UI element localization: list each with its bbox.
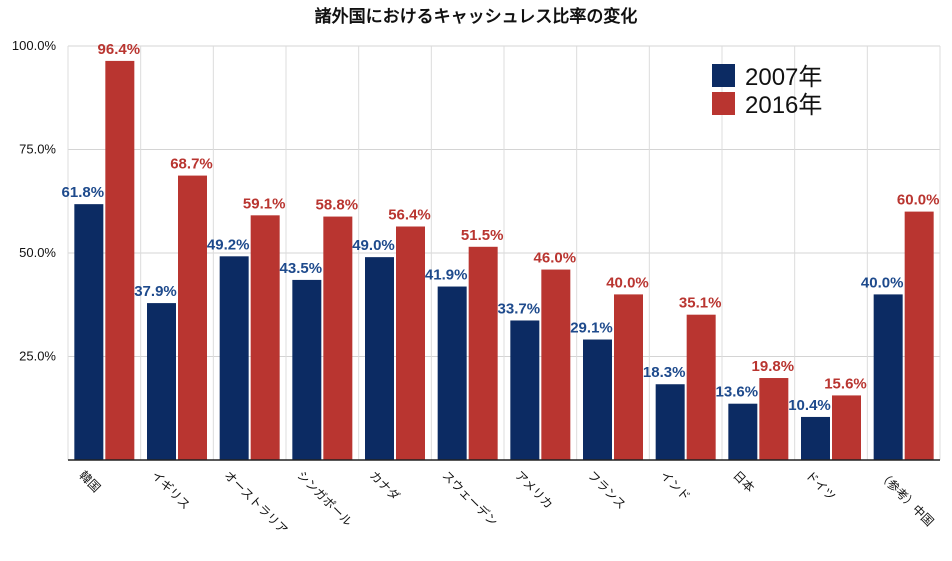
bars [74, 60, 934, 461]
data-label-2007: 40.0% [861, 274, 904, 291]
legend-swatch-2007 [712, 64, 735, 87]
data-label-2016: 35.1% [679, 295, 722, 312]
bar-2016 [468, 246, 498, 460]
x-tick-label: カナダ [367, 468, 403, 504]
data-label-2007: 61.8% [62, 184, 105, 201]
data-label-2016: 96.4% [98, 41, 141, 58]
data-label-2007: 33.7% [498, 300, 541, 317]
data-labels: 61.8% 96.4% 37.9% 68.7% 49.2% 59.1% 43.5% 58.8%… [62, 41, 940, 414]
data-label-2016: 58.8% [316, 197, 359, 214]
x-tick-label: アメリカ [512, 468, 555, 511]
bar-2016 [614, 294, 643, 460]
legend-label-2016: 2016年 [745, 92, 822, 119]
data-label-2007: 10.4% [788, 397, 831, 414]
data-label-2016: 59.1% [243, 195, 286, 212]
data-label-2016: 40.0% [606, 274, 649, 291]
data-label-2007: 37.9% [134, 283, 177, 300]
data-label-2007: 49.2% [207, 236, 250, 253]
data-label-2016: 19.8% [752, 358, 795, 375]
legend-swatch-2016 [712, 92, 735, 115]
bar-2016 [541, 269, 571, 460]
bar-2007 [873, 294, 903, 460]
bar-2016 [250, 215, 280, 460]
y-tick-label: 25.0% [19, 349, 56, 364]
bar-2016 [105, 60, 135, 461]
x-tick-label: ドイツ [803, 468, 838, 503]
bar-2016 [832, 395, 861, 460]
x-tick-label: フランス [585, 468, 629, 512]
chart-title: 諸外国におけるキャッシュレス比率の変化 [315, 6, 638, 27]
data-label-2016: 15.6% [824, 375, 867, 392]
bar-2007 [510, 320, 540, 460]
x-tick-label: インド [658, 468, 693, 503]
data-label-2007: 13.6% [716, 384, 759, 401]
data-label-2007: 43.5% [280, 260, 323, 277]
data-label-2007: 41.9% [425, 267, 468, 284]
bar-2007 [655, 384, 685, 460]
bar-2016 [759, 378, 789, 460]
x-axis: 韓国 イギリス オーストラリア シンガポール カナダ スウェーデン アメリカ フランス インド 日… [68, 459, 940, 537]
x-tick-label: 日本 [730, 468, 757, 495]
data-label-2016: 56.4% [388, 207, 431, 224]
bar-2016 [323, 216, 353, 460]
bar-2007 [147, 303, 176, 460]
data-label-2007: 29.1% [570, 320, 613, 337]
bar-2007 [437, 286, 467, 460]
legend-label-2007: 2007年 [745, 64, 822, 91]
bar-2007 [583, 339, 612, 460]
y-tick-label: 50.0% [19, 245, 56, 260]
x-tick-label: イギリス [149, 468, 193, 512]
bar-2016 [904, 211, 934, 460]
x-tick-label: スウェーデン [440, 468, 502, 530]
bar-2016 [396, 226, 425, 460]
x-tick-label: オーストラリア [222, 468, 291, 537]
bar-2007 [74, 204, 104, 460]
y-axis: 25.0% 50.0% 75.0% 100.0% [12, 38, 57, 364]
bar-2007 [365, 257, 394, 460]
bar-2007 [219, 256, 249, 460]
x-tick-label: シンガポール [294, 468, 355, 529]
bar-2007 [801, 416, 830, 460]
bar-2016 [178, 175, 207, 460]
bar-2007 [292, 279, 322, 460]
data-label-2016: 51.5% [461, 227, 504, 244]
data-label-2016: 68.7% [170, 156, 213, 173]
data-label-2016: 46.0% [534, 250, 577, 267]
y-tick-label: 100.0% [12, 38, 57, 53]
grid [67, 45, 941, 460]
data-label-2007: 18.3% [643, 364, 686, 381]
data-label-2016: 60.0% [897, 192, 940, 209]
x-tick-label: （参考）中国 [876, 468, 938, 530]
x-tick-label: 韓国 [76, 468, 103, 495]
bar-2016 [686, 314, 716, 460]
data-label-2007: 49.0% [352, 237, 395, 254]
y-tick-label: 75.0% [19, 142, 56, 157]
bar-2007 [728, 403, 758, 460]
